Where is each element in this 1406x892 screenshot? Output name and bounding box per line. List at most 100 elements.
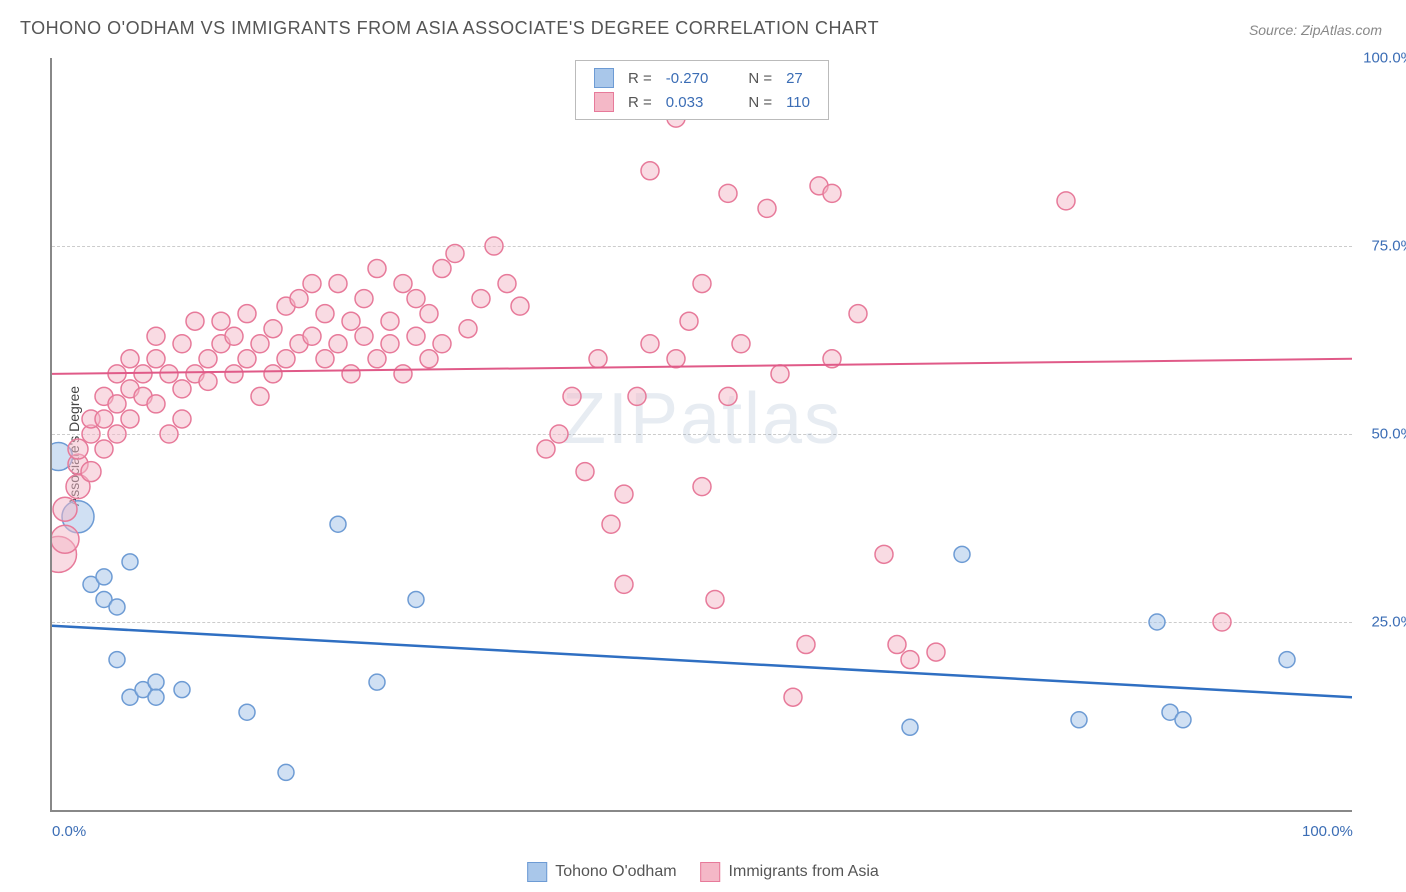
regression-line [52,626,1352,697]
scatter-point [355,290,373,308]
scatter-point [81,462,101,482]
scatter-point [472,290,490,308]
scatter-point [109,599,125,615]
scatter-point [693,478,711,496]
legend-swatch [701,862,721,882]
scatter-point [278,764,294,780]
scatter-point [615,575,633,593]
scatter-point [109,652,125,668]
scatter-point [446,245,464,263]
scatter-point [148,674,164,690]
scatter-point [225,365,243,383]
scatter-point [758,199,776,217]
x-tick-label: 100.0% [1302,823,1353,840]
scatter-point [693,275,711,293]
scatter-point [927,643,945,661]
scatter-point [368,350,386,368]
scatter-point [238,305,256,323]
scatter-point [628,387,646,405]
y-tick-label: 100.0% [1363,50,1406,67]
scatter-point [719,184,737,202]
scatter-point [589,350,607,368]
scatter-point [368,260,386,278]
scatter-point [329,275,347,293]
scatter-point [797,636,815,654]
n-value: 27 [780,67,816,89]
scatter-point [550,425,568,443]
scatter-point [537,440,555,458]
scatter-point [875,545,893,563]
scatter-point [264,365,282,383]
scatter-point [147,350,165,368]
source-label: Source: ZipAtlas.com [1249,22,1382,38]
scatter-point [433,335,451,353]
scatter-point [576,463,594,481]
scatter-point [148,689,164,705]
scatter-point [121,410,139,428]
scatter-point [303,327,321,345]
scatter-point [407,290,425,308]
scatter-point [225,327,243,345]
scatter-point [147,395,165,413]
scatter-point [408,591,424,607]
scatter-point [95,410,113,428]
legend-swatch [594,68,614,88]
scatter-point [174,682,190,698]
legend-label: Tohono O'odham [555,863,676,881]
plot-area: ZIPatlas R =-0.270N =27R =0.033N =110 25… [50,58,1352,812]
scatter-point [173,410,191,428]
scatter-point [160,425,178,443]
scatter-point [485,237,503,255]
scatter-point [199,372,217,390]
correlation-legend: R =-0.270N =27R =0.033N =110 [575,60,829,120]
scatter-point [95,440,113,458]
y-tick-label: 25.0% [1371,614,1406,631]
y-tick-label: 75.0% [1371,238,1406,255]
scatter-point [394,365,412,383]
scatter-point [355,327,373,345]
scatter-point [602,515,620,533]
scatter-point [667,350,685,368]
n-label: N = [742,91,778,113]
scatter-point [199,350,217,368]
scatter-point [53,497,77,521]
scatter-point [238,350,256,368]
scatter-point [511,297,529,315]
scatter-point [849,305,867,323]
scatter-point [680,312,698,330]
scatter-point [901,651,919,669]
scatter-point [186,312,204,330]
scatter-point [433,260,451,278]
scatter-point [1149,614,1165,630]
legend-swatch [594,92,614,112]
scatter-point [239,704,255,720]
chart-title: TOHONO O'ODHAM VS IMMIGRANTS FROM ASIA A… [20,18,879,39]
scatter-point [407,327,425,345]
scatter-point [122,554,138,570]
scatter-point [641,335,659,353]
scatter-plot [52,58,1352,810]
scatter-point [173,335,191,353]
scatter-point [277,350,295,368]
scatter-point [173,380,191,398]
scatter-point [1057,192,1075,210]
scatter-point [641,162,659,180]
scatter-point [303,275,321,293]
scatter-point [1279,652,1295,668]
legend-item: Tohono O'odham [527,862,676,882]
legend-item: Immigrants from Asia [701,862,879,882]
scatter-point [108,425,126,443]
scatter-point [96,569,112,585]
scatter-point [329,335,347,353]
scatter-point [732,335,750,353]
scatter-point [330,516,346,532]
scatter-point [121,350,139,368]
scatter-point [420,305,438,323]
scatter-point [771,365,789,383]
scatter-point [68,439,88,459]
scatter-point [369,674,385,690]
scatter-point [719,387,737,405]
scatter-point [420,350,438,368]
scatter-point [147,327,165,345]
legend-label: Immigrants from Asia [729,863,879,881]
